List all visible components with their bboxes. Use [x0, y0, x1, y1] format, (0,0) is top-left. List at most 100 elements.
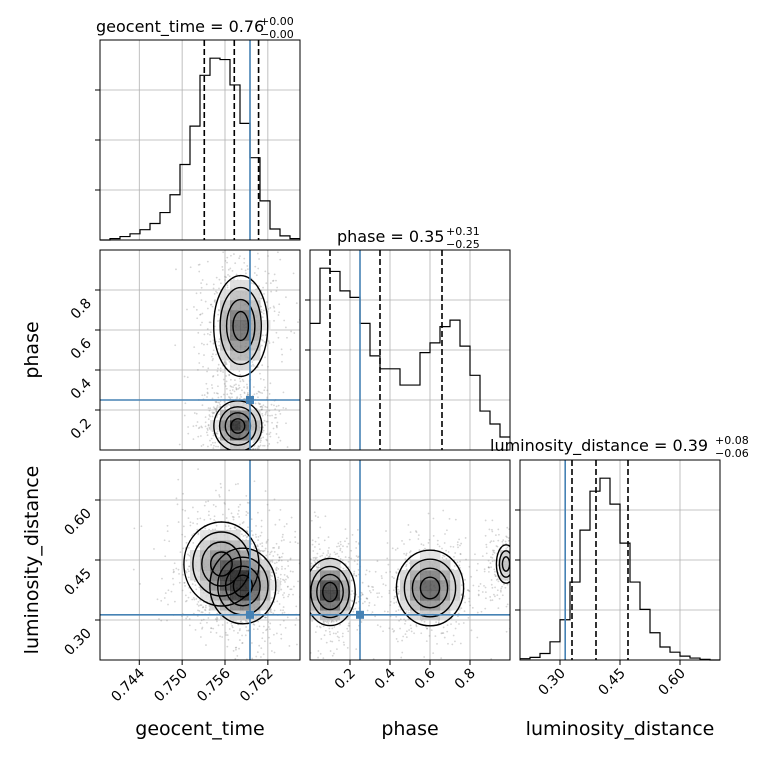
sample-point	[298, 611, 300, 613]
sample-point	[340, 558, 342, 560]
sample-point	[316, 553, 318, 555]
sample-point	[318, 650, 320, 652]
sample-point	[506, 527, 508, 529]
sample-point	[467, 589, 469, 591]
sample-point	[382, 630, 384, 632]
sample-point	[495, 575, 497, 577]
sample-point	[188, 597, 190, 599]
sample-point	[293, 635, 295, 637]
sample-point	[255, 525, 257, 527]
sample-point	[202, 627, 204, 629]
sample-point	[207, 393, 209, 395]
sample-point	[280, 594, 282, 596]
sample-point	[322, 552, 324, 554]
sample-point	[355, 547, 357, 549]
sample-point	[329, 634, 331, 636]
sample-point	[234, 391, 236, 393]
sample-point	[377, 624, 379, 626]
sample-point	[301, 510, 303, 512]
sample-point	[210, 627, 212, 629]
sample-point	[420, 632, 422, 634]
sample-point	[516, 571, 518, 573]
sample-point	[267, 612, 269, 614]
sample-point	[397, 641, 399, 643]
sample-point	[190, 521, 192, 523]
sample-point	[401, 640, 403, 642]
sample-point	[324, 634, 326, 636]
sample-point	[282, 612, 284, 614]
sample-point	[432, 652, 434, 654]
sample-point	[173, 584, 175, 586]
sample-point	[265, 548, 267, 550]
sample-point	[219, 635, 221, 637]
sample-point	[179, 444, 181, 446]
sample-point	[228, 639, 230, 641]
title-phase: phase = 0.35	[337, 227, 444, 246]
sample-point	[278, 556, 280, 558]
sample-point	[289, 592, 291, 594]
sample-point	[319, 555, 321, 557]
sample-point	[185, 601, 187, 603]
sample-point	[393, 630, 395, 632]
sample-point	[233, 650, 235, 652]
sample-point	[168, 540, 170, 542]
sample-point	[215, 354, 217, 356]
sample-point	[271, 559, 273, 561]
sample-point	[353, 574, 355, 576]
sample-point	[243, 453, 245, 455]
sample-point	[320, 653, 322, 655]
sample-point	[410, 531, 412, 533]
sample-point	[281, 568, 283, 570]
sample-point	[342, 545, 344, 547]
sample-point	[381, 577, 383, 579]
sample-point	[208, 407, 210, 409]
sample-point	[281, 354, 283, 356]
sample-point	[228, 269, 230, 271]
sample-point	[297, 321, 299, 323]
sample-point	[457, 544, 459, 546]
sample-point	[205, 644, 207, 646]
sample-point	[181, 534, 183, 536]
sample-point	[165, 592, 167, 594]
sample-point	[516, 592, 518, 594]
sample-point	[264, 420, 266, 422]
sample-point	[345, 528, 347, 530]
sample-point	[291, 588, 293, 590]
sample-point	[215, 506, 217, 508]
sample-point	[236, 455, 238, 457]
sample-point	[469, 604, 471, 606]
sample-point	[297, 580, 299, 582]
sample-point	[200, 282, 202, 284]
sample-point	[492, 587, 494, 589]
sample-point	[252, 534, 254, 536]
sample-point	[400, 618, 402, 620]
sample-point	[256, 453, 258, 455]
sample-point	[295, 624, 297, 626]
sample-point	[281, 361, 283, 363]
sample-point	[271, 415, 273, 417]
sample-point	[230, 255, 232, 257]
sample-point	[210, 455, 212, 457]
sample-point	[538, 574, 540, 576]
sample-point	[235, 387, 237, 389]
sample-point	[191, 599, 193, 601]
sample-point	[288, 594, 290, 596]
sample-point	[230, 470, 232, 472]
sample-point	[216, 525, 218, 527]
sample-point	[290, 564, 292, 566]
sample-point	[406, 553, 408, 555]
sample-point	[139, 583, 141, 585]
sample-point	[287, 446, 289, 448]
sample-point	[308, 574, 310, 576]
sample-point	[438, 622, 440, 624]
sample-point	[237, 632, 239, 634]
sample-point	[324, 539, 326, 541]
sample-point	[269, 642, 271, 644]
sample-point	[453, 546, 455, 548]
sample-point	[474, 553, 476, 555]
sample-point	[280, 578, 282, 580]
sample-point	[266, 406, 268, 408]
sample-point	[515, 581, 517, 583]
sample-point	[214, 293, 216, 295]
sample-point	[472, 607, 474, 609]
